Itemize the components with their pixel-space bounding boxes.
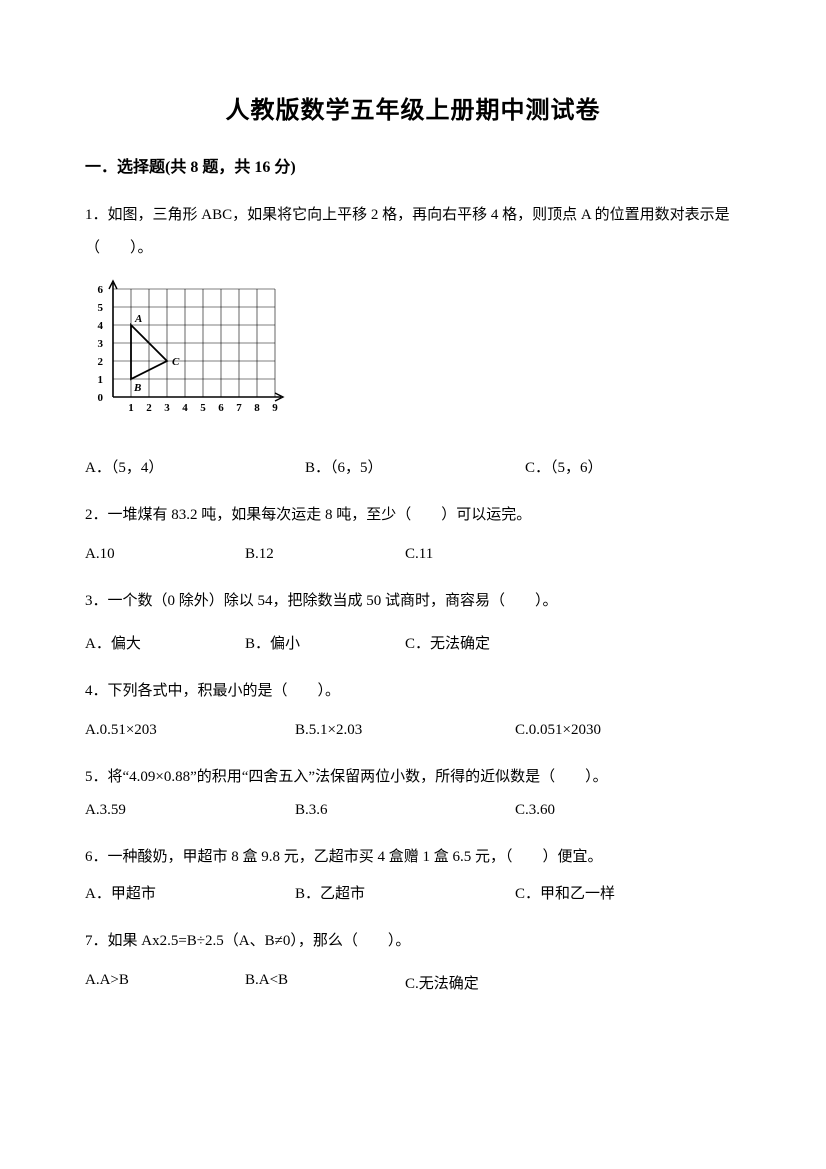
q5-opt-c: C.3.60 — [515, 802, 741, 819]
section-1-header: 一．选择题(共 8 题，共 16 分) — [85, 153, 741, 177]
q2-opt-a: A.10 — [85, 546, 245, 563]
svg-text:1: 1 — [128, 402, 134, 414]
q7-opt-a: A.A>B — [85, 972, 245, 993]
q3-opt-a: A．偏大 — [85, 632, 245, 653]
svg-text:3: 3 — [164, 402, 170, 414]
question-4-text: 4．下列各式中，积最小的是（ ）。 — [85, 675, 741, 708]
svg-text:5: 5 — [98, 302, 104, 314]
q4-opt-a: A.0.51×203 — [85, 722, 295, 739]
q7-opt-c: C.无法确定 — [405, 972, 741, 993]
svg-text:6: 6 — [218, 402, 224, 414]
q1-opt-b: B．（6，5） — [305, 456, 525, 477]
svg-text:3: 3 — [98, 338, 104, 350]
q5-opt-b: B.3.6 — [295, 802, 515, 819]
svg-text:0: 0 — [98, 392, 104, 404]
question-2-text: 2．一堆煤有 83.2 吨，如果每次运走 8 吨，至少（ ）可以运完。 — [85, 499, 741, 532]
q6-opt-c: C．甲和乙一样 — [515, 882, 741, 903]
q6-opt-a: A．甲超市 — [85, 882, 295, 903]
q4-opt-b: B.5.1×2.03 — [295, 722, 515, 739]
q6-opt-b: B．乙超市 — [295, 882, 515, 903]
question-6-text: 6．一种酸奶，甲超市 8 盒 9.8 元，乙超市买 4 盒赠 1 盒 6.5 元… — [85, 841, 741, 874]
q5-options: A.3.59 B.3.6 C.3.60 — [85, 802, 741, 819]
svg-text:9: 9 — [272, 402, 278, 414]
svg-text:4: 4 — [98, 320, 104, 332]
svg-text:1: 1 — [98, 374, 104, 386]
question-1-text: 1．如图，三角形 ABC，如果将它向上平移 2 格，再向右平移 4 格，则顶点 … — [85, 199, 741, 265]
question-3-text: 3．一个数（0 除外）除以 54，把除数当成 50 试商时，商容易（ ）。 — [85, 585, 741, 618]
svg-text:A: A — [134, 313, 142, 325]
q3-options: A．偏大 B．偏小 C．无法确定 — [85, 632, 741, 653]
q1-options: A．（5，4） B．（6，5） C．（5，6） — [85, 456, 741, 477]
q1-chart: 0123456123456789ABC — [85, 279, 741, 434]
svg-text:2: 2 — [146, 402, 152, 414]
q2-options: A.10 B.12 C.11 — [85, 546, 741, 563]
question-7-text: 7．如果 Ax2.5=B÷2.5（A、B≠0），那么（ ）。 — [85, 925, 741, 958]
q7-opt-b: B.A<B — [245, 972, 405, 993]
svg-text:5: 5 — [200, 402, 206, 414]
q7-options: A.A>B B.A<B C.无法确定 — [85, 972, 741, 993]
q4-opt-c: C.0.051×2030 — [515, 722, 741, 739]
q3-opt-c: C．无法确定 — [405, 632, 741, 653]
svg-text:2: 2 — [98, 356, 104, 368]
svg-text:6: 6 — [98, 284, 104, 296]
q1-opt-c: C．（5，6） — [525, 456, 741, 477]
q2-opt-c: C.11 — [405, 546, 741, 563]
svg-text:4: 4 — [182, 402, 188, 414]
svg-text:C: C — [172, 356, 180, 368]
q6-options: A．甲超市 B．乙超市 C．甲和乙一样 — [85, 882, 741, 903]
q5-opt-a: A.3.59 — [85, 802, 295, 819]
question-5-text: 5．将“4.09×0.88”的积用“四舍五入”法保留两位小数，所得的近似数是（ … — [85, 761, 741, 794]
svg-text:7: 7 — [236, 402, 242, 414]
q4-options: A.0.51×203 B.5.1×2.03 C.0.051×2030 — [85, 722, 741, 739]
page-title: 人教版数学五年级上册期中测试卷 — [85, 90, 741, 125]
q1-opt-a: A．（5，4） — [85, 456, 305, 477]
svg-text:8: 8 — [254, 402, 260, 414]
q2-opt-b: B.12 — [245, 546, 405, 563]
svg-text:B: B — [133, 382, 141, 394]
q3-opt-b: B．偏小 — [245, 632, 405, 653]
